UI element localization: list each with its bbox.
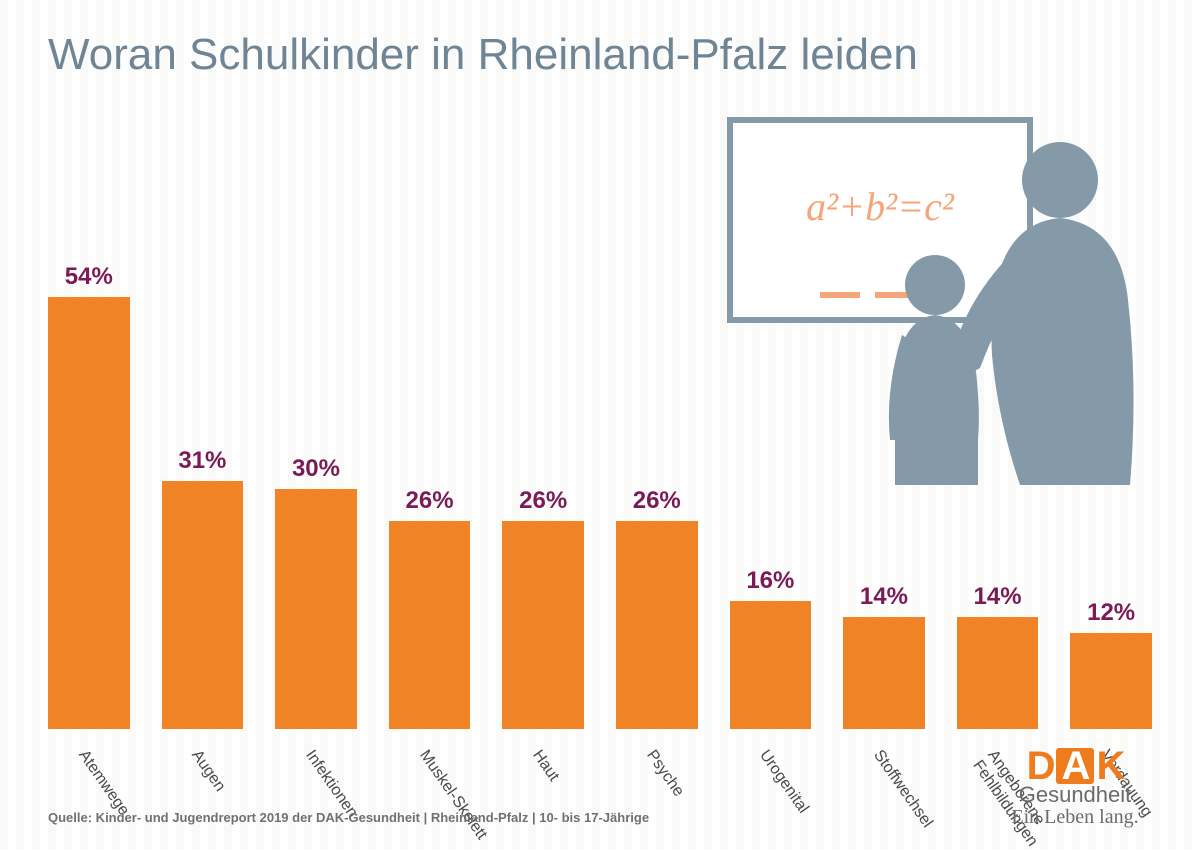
bar-column: 30% <box>275 489 357 729</box>
bar-column: 26% <box>502 521 584 729</box>
bar-value-label: 54% <box>65 263 113 291</box>
bar-column: 26% <box>616 521 698 729</box>
bar-value-label: 12% <box>1087 599 1135 627</box>
bar-value-label: 14% <box>974 583 1022 611</box>
bar-chart: 54%31%30%26%26%26%16%14%14%12% AtemwegeA… <box>48 130 1152 729</box>
logo-tagline: Ein Leben lang. <box>990 806 1160 829</box>
bar-column: 12% <box>1070 633 1152 729</box>
bar <box>843 617 925 729</box>
bar-column: 54% <box>48 297 130 729</box>
bar <box>1070 633 1152 729</box>
bar <box>48 297 130 729</box>
dak-logo: DAK Gesundheit Ein Leben lang. <box>990 748 1160 829</box>
bar-column: 31% <box>162 481 244 729</box>
bar <box>502 521 584 729</box>
bar-column: 14% <box>957 617 1039 729</box>
bar-value-label: 31% <box>178 447 226 475</box>
bar <box>389 521 471 729</box>
bar-column: 14% <box>843 617 925 729</box>
bar-column: 16% <box>730 601 812 729</box>
bar-value-label: 26% <box>406 487 454 515</box>
bar <box>162 481 244 729</box>
logo-a: A <box>1056 748 1095 784</box>
bar <box>957 617 1039 729</box>
bar-column: 26% <box>389 521 471 729</box>
bar <box>275 489 357 729</box>
bar <box>730 601 812 729</box>
bar-value-label: 26% <box>633 487 681 515</box>
bar-group: 54% 31% 30% 26% 26% 26% 16% 14% 14% 12% <box>48 249 1152 729</box>
bar-value-label: 14% <box>860 583 908 611</box>
page-title: Woran Schulkinder in Rheinland-Pfalz lei… <box>48 30 918 80</box>
bar-value-label: 26% <box>519 487 567 515</box>
source-text: Quelle: Kinder- und Jugendreport 2019 de… <box>48 810 649 825</box>
bar-value-label: 30% <box>292 455 340 483</box>
bar <box>616 521 698 729</box>
bar-value-label: 16% <box>746 567 794 595</box>
logo-subtitle: Gesundheit <box>990 782 1160 808</box>
logo-wordmark: DAK <box>990 748 1160 784</box>
